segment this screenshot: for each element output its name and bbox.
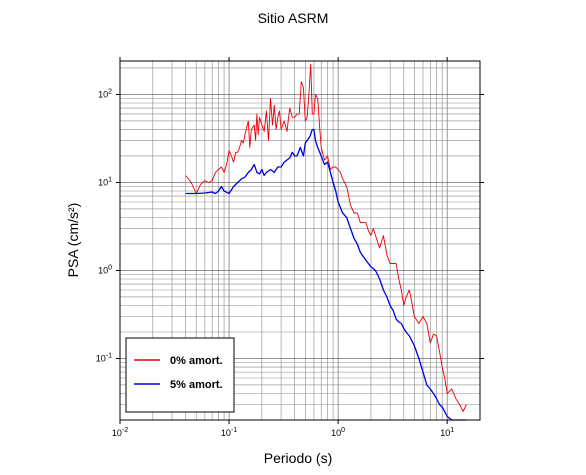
grid [119,61,481,421]
y-tick-label: 102 [98,88,112,99]
x-tick-label: 10-2 [112,427,128,438]
y-tick-label: 10-1 [96,352,112,363]
chart-title: Sitio ASRM [258,10,329,26]
y-axis-label: PSA (cm/s²) [65,203,81,278]
series-line-0 [185,63,467,412]
x-tick-label: 100 [331,427,345,438]
y-tick-label: 101 [98,176,112,187]
x-tick-label: 101 [440,427,454,438]
legend-box [125,337,235,413]
legend-label-0: 0% amort. [170,355,223,367]
x-tick-label: 10-1 [221,427,237,438]
series-line-1 [185,128,467,421]
tick-marks [116,57,484,424]
y-tick-label: 100 [98,264,112,275]
tick-labels: 10-2 10-1 100 101 10-1 100 101 102 [96,88,454,438]
legend: 0% amort. 5% amort. [125,337,235,413]
series-lines [185,63,467,421]
x-axis-label: Periodo (s) [264,450,332,466]
plot-frame [119,60,481,421]
legend-label-1: 5% amort. [170,379,223,391]
